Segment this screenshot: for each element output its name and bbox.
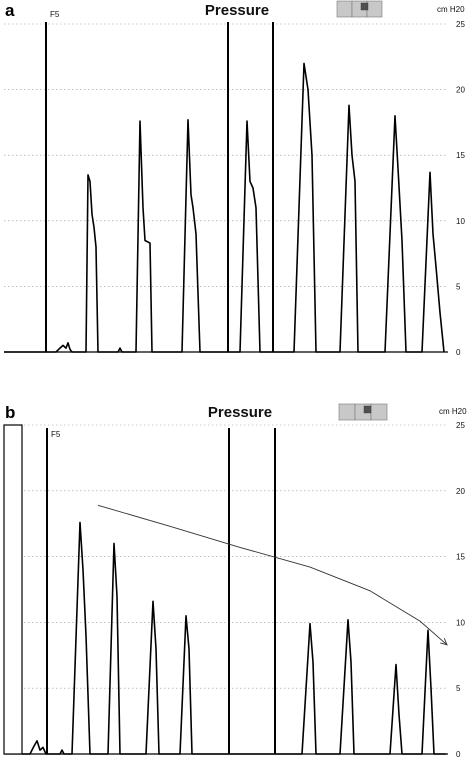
y-tick-label: 25 <box>456 421 465 430</box>
panel-b-unit-label: cm H20 <box>439 407 467 416</box>
pressure-trace <box>4 62 445 353</box>
panel-a-event-markers <box>45 22 274 352</box>
y-tick-label: 25 <box>456 20 465 29</box>
panel-b-event-label: F5 <box>51 430 61 439</box>
panel-b-gridlines <box>4 424 448 755</box>
panel-a-label: a <box>5 1 15 20</box>
y-tick-label: 5 <box>456 282 461 291</box>
panel-b-title: Pressure <box>208 404 272 421</box>
y-tick-label: 15 <box>456 553 465 562</box>
y-tick-label: 10 <box>456 217 465 226</box>
panel-b-event-markers <box>46 428 276 754</box>
y-tick-label: 20 <box>456 86 465 95</box>
panel-b-y-ticks: 0 5 10 15 20 25 <box>456 421 465 759</box>
y-tick-label: 0 <box>456 348 461 357</box>
panel-b-initial-bar <box>3 424 23 755</box>
y-tick-label: 20 <box>456 487 465 496</box>
y-tick-label: 10 <box>456 618 465 627</box>
y-tick-label: 5 <box>456 684 461 693</box>
panel-a-unit-label: cm H20 <box>437 5 465 14</box>
panel-b-position-widget-icon <box>338 403 388 421</box>
pressure-trace <box>22 521 446 755</box>
panel-b-label: b <box>5 403 15 422</box>
panel-a-position-widget-icon <box>336 0 383 18</box>
panel-b: b Pressure cm H20 0 5 10 15 20 25 F5 <box>3 403 467 759</box>
panel-a-event-label: F5 <box>50 10 60 19</box>
y-tick-label: 0 <box>456 750 461 759</box>
trend-line <box>97 504 448 646</box>
panel-a-title: Pressure <box>205 2 269 19</box>
panel-a-y-ticks: 0 5 10 15 20 25 <box>456 20 465 357</box>
panel-a-traces <box>4 62 445 353</box>
panel-b-traces <box>22 504 448 755</box>
initial-pressure-bar <box>3 424 23 755</box>
trend-arrowhead <box>440 638 448 646</box>
panel-a: a Pressure cm H20 0 5 10 15 20 25 F5 <box>4 0 465 357</box>
panel-a-gridlines <box>4 23 448 353</box>
y-tick-label: 15 <box>456 151 465 160</box>
